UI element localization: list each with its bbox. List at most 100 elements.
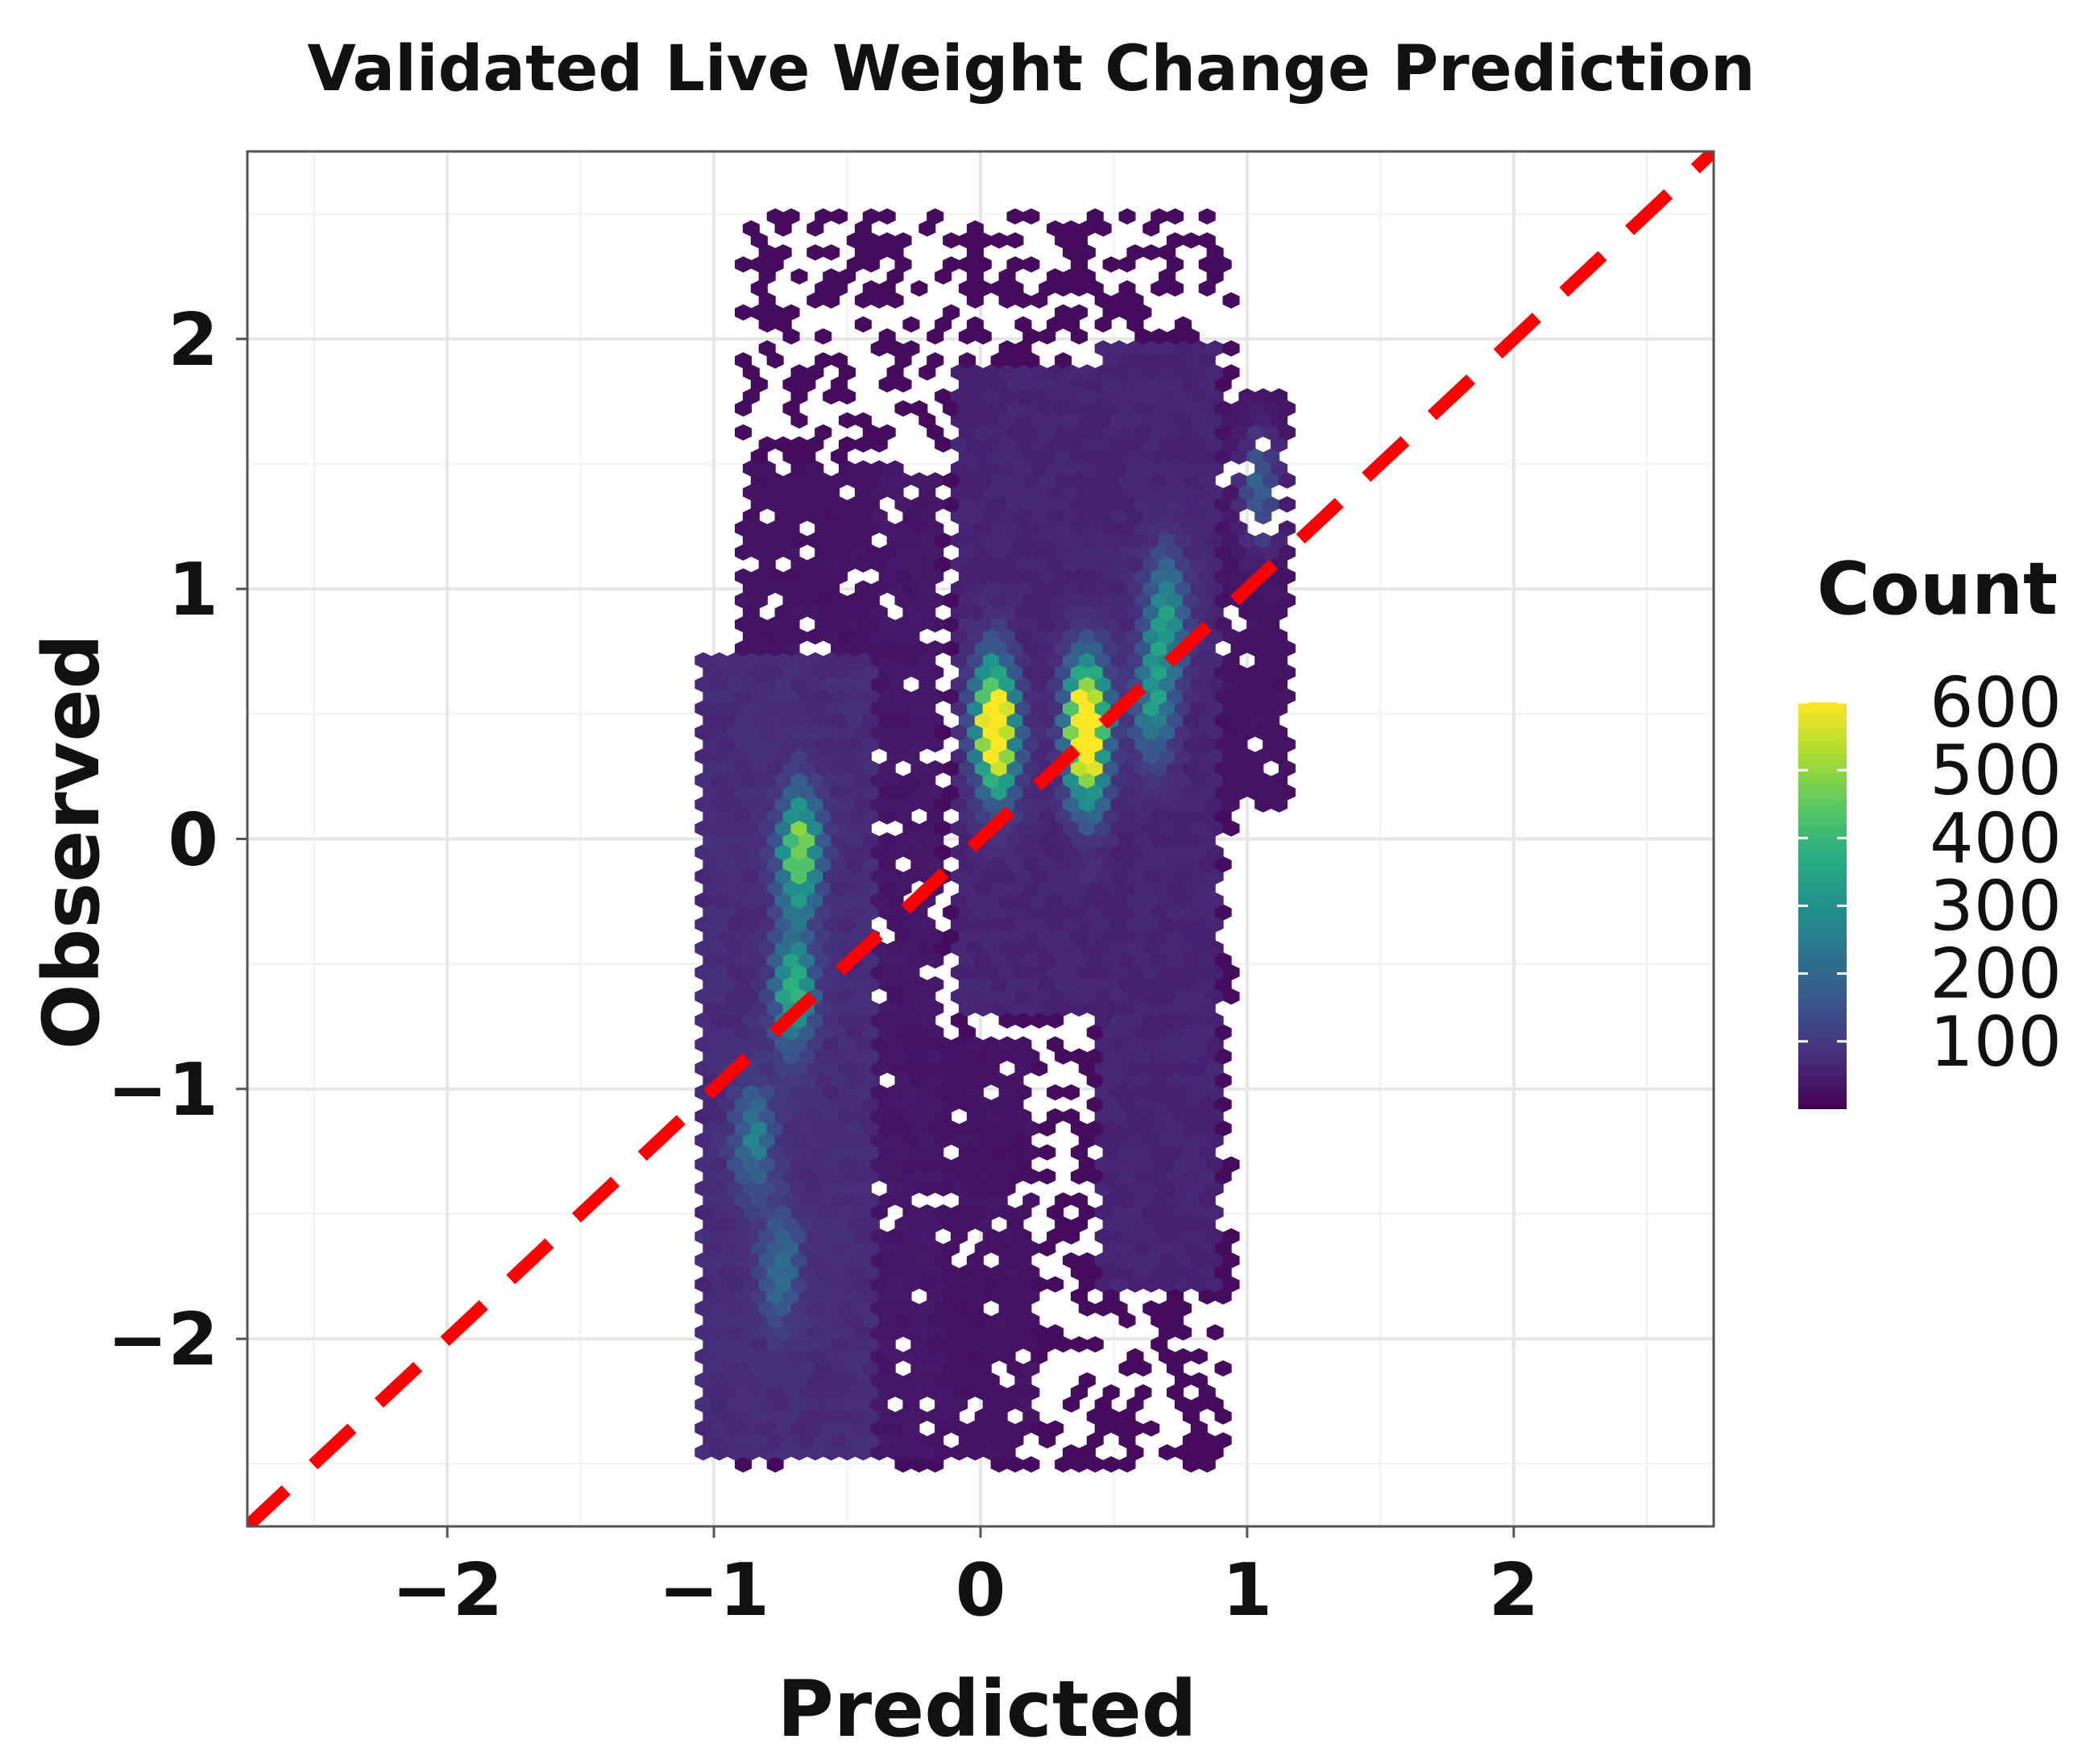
hex-cell <box>1126 652 1144 669</box>
hex-cell <box>1102 832 1120 849</box>
hex-cell <box>927 952 944 969</box>
hex-cell <box>1206 580 1224 597</box>
hex-cell <box>1167 928 1184 945</box>
hex-cell <box>894 616 912 633</box>
hex-cell <box>1126 364 1144 381</box>
hex-cell <box>774 820 792 837</box>
hex-cell <box>886 772 904 789</box>
hex-cell <box>1047 940 1064 957</box>
hex-cell <box>790 364 808 381</box>
hex-cell <box>943 1072 960 1089</box>
hex-cell <box>1022 544 1040 561</box>
hex-cell <box>1175 1180 1192 1197</box>
hex-cell <box>1159 1012 1176 1029</box>
hex-cell <box>1110 724 1128 741</box>
hex-cell <box>758 460 776 477</box>
hex-cell <box>1151 784 1168 801</box>
hex-cell <box>1134 1384 1152 1401</box>
hex-cell <box>823 1084 840 1101</box>
hex-cell <box>1063 1444 1080 1461</box>
hex-cell <box>798 856 816 873</box>
hex-cell <box>910 760 928 777</box>
hex-cell <box>846 928 864 945</box>
hex-cell <box>815 352 832 369</box>
hex-cell <box>990 616 1008 633</box>
hex-cell <box>711 724 728 741</box>
hex-cell <box>1047 700 1064 717</box>
hex-cell <box>1167 328 1184 345</box>
hex-cell <box>1151 1048 1168 1065</box>
hex-cell <box>1214 856 1232 873</box>
hex-cell <box>982 388 1000 405</box>
hex-cell <box>1175 940 1192 957</box>
hex-cell <box>1230 544 1248 561</box>
hex-cell <box>1198 1216 1216 1233</box>
hex-cell <box>831 568 848 585</box>
hex-cell <box>894 1000 912 1017</box>
hex-cell <box>870 460 888 477</box>
hex-cell <box>1094 844 1112 861</box>
hex-cell <box>1214 952 1232 969</box>
hex-cell <box>982 1204 1000 1221</box>
hex-cell <box>806 1372 824 1389</box>
hex-cell <box>735 520 752 537</box>
hex-cell <box>974 1168 992 1185</box>
hex-cell <box>727 700 744 717</box>
hex-cell <box>711 820 728 837</box>
hex-cell <box>758 964 776 981</box>
hex-cell <box>998 364 1016 381</box>
hex-cell <box>1086 1000 1104 1017</box>
hex-cell <box>878 424 896 441</box>
hex-cell <box>878 1312 896 1329</box>
hex-cell <box>1126 892 1144 909</box>
hex-cell <box>982 436 1000 453</box>
hex-cell <box>782 1192 800 1209</box>
hex-cell <box>1078 676 1096 693</box>
hex-cell <box>910 280 928 297</box>
hex-cell <box>806 676 824 693</box>
hex-cell <box>711 1012 728 1029</box>
hex-cell <box>910 1335 928 1353</box>
hex-cell <box>1030 532 1048 549</box>
hex-cell <box>798 1048 816 1065</box>
hex-cell <box>823 1324 840 1341</box>
hex-cell <box>750 976 768 993</box>
hex-cell <box>878 1096 896 1113</box>
hex-cell <box>1159 1060 1176 1077</box>
hex-cell <box>790 676 808 693</box>
hex-cell <box>798 1024 816 1041</box>
hex-cell <box>951 940 968 957</box>
hex-cell <box>1134 856 1152 873</box>
hex-cell <box>774 220 792 237</box>
hex-cell <box>711 1372 728 1389</box>
hex-cell <box>750 1360 768 1377</box>
hex-cell <box>878 1432 896 1449</box>
hex-cell <box>1151 928 1168 945</box>
hex-cell <box>782 952 800 969</box>
hex-cell <box>862 1192 880 1209</box>
hex-cell <box>742 1324 760 1341</box>
hex-cell <box>1086 784 1104 801</box>
hex-cell <box>878 640 896 657</box>
hex-cell <box>694 1132 712 1149</box>
hex-cell <box>1214 592 1232 609</box>
hex-cell <box>782 904 800 921</box>
hex-cell <box>1134 1096 1152 1113</box>
hex-cell <box>1055 400 1072 417</box>
hex-cell <box>927 1048 944 1065</box>
hex-cell <box>878 1408 896 1425</box>
hex-cell <box>1110 532 1128 549</box>
hex-cell <box>758 532 776 549</box>
hex-cell <box>1198 1168 1216 1185</box>
hex-cell <box>703 1360 720 1377</box>
hex-cell <box>806 772 824 789</box>
hex-cell <box>1030 892 1048 909</box>
hex-cell <box>1198 952 1216 969</box>
hex-cell <box>982 940 1000 957</box>
hex-cell <box>1175 1324 1192 1341</box>
hex-cell <box>990 592 1008 609</box>
hex-cell <box>1159 916 1176 933</box>
hex-cell <box>918 1060 936 1077</box>
hex-cell <box>894 1072 912 1089</box>
hex-cell <box>1182 352 1200 369</box>
